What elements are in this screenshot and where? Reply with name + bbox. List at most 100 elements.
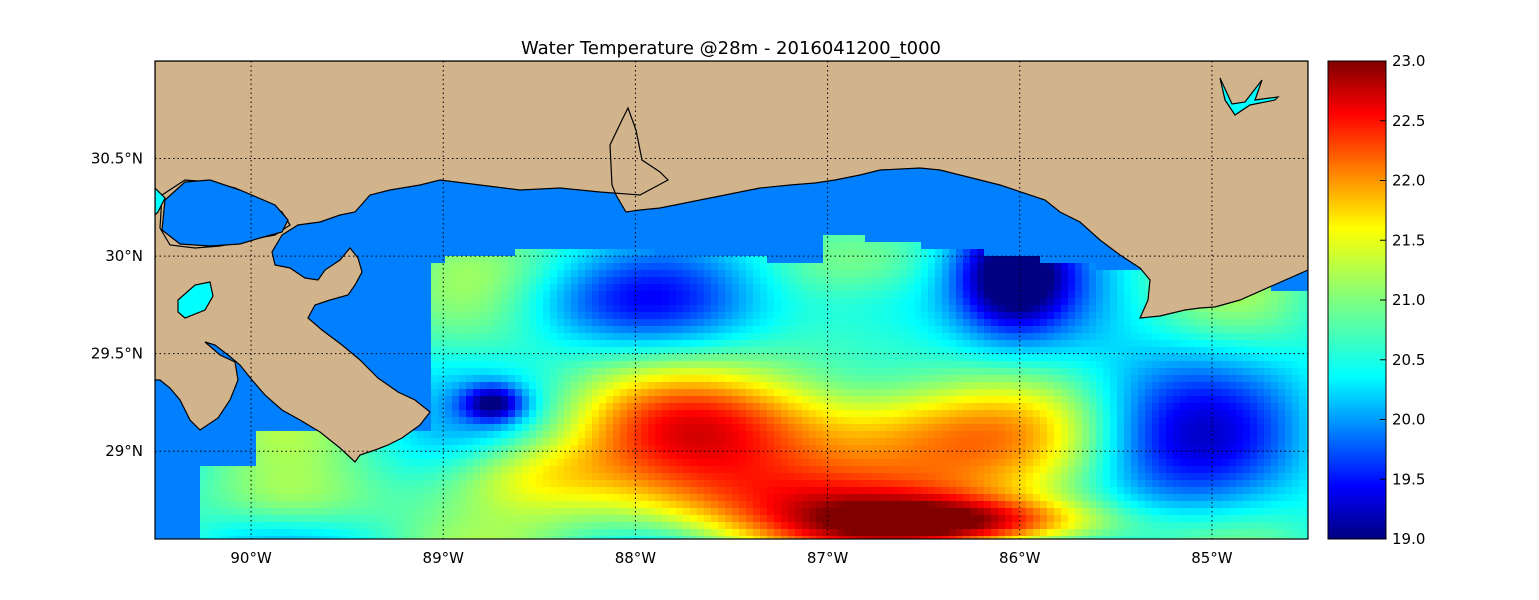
temperature-cell	[1054, 438, 1061, 445]
temperature-cell	[704, 298, 711, 305]
temperature-cell	[1061, 417, 1068, 424]
temperature-cell	[1278, 361, 1285, 368]
temperature-cell	[718, 347, 725, 354]
temperature-cell	[928, 389, 935, 396]
temperature-cell	[1096, 361, 1103, 368]
temperature-cell	[1068, 466, 1075, 473]
temperature-cell	[466, 333, 473, 340]
temperature-cell	[851, 452, 858, 459]
temperature-cell	[1180, 494, 1187, 501]
temperature-cell	[1061, 375, 1068, 382]
temperature-cell	[760, 396, 767, 403]
temperature-cell	[879, 270, 886, 277]
temperature-cell	[683, 340, 690, 347]
temperature-cell	[963, 494, 970, 501]
temperature-cell	[1257, 452, 1264, 459]
temperature-cell	[1250, 354, 1257, 361]
temperature-cell	[1180, 473, 1187, 480]
temperature-cell	[1068, 298, 1075, 305]
temperature-cell	[487, 501, 494, 508]
temperature-cell	[1159, 445, 1166, 452]
temperature-cell	[690, 263, 697, 270]
temperature-cell	[1278, 291, 1285, 298]
temperature-cell	[900, 333, 907, 340]
temperature-cell	[760, 410, 767, 417]
temperature-cell	[1159, 487, 1166, 494]
temperature-cell	[1173, 333, 1180, 340]
temperature-cell	[739, 452, 746, 459]
temperature-cell	[795, 368, 802, 375]
temperature-cell	[550, 480, 557, 487]
temperature-cell	[928, 431, 935, 438]
temperature-cell	[1264, 473, 1271, 480]
temperature-cell	[1208, 354, 1215, 361]
temperature-cell	[613, 438, 620, 445]
temperature-cell	[781, 298, 788, 305]
temperature-cell	[914, 445, 921, 452]
temperature-cell	[466, 382, 473, 389]
temperature-cell	[1096, 284, 1103, 291]
temperature-cell	[1075, 501, 1082, 508]
temperature-cell	[501, 417, 508, 424]
temperature-cell	[641, 487, 648, 494]
temperature-cell	[1222, 319, 1229, 326]
temperature-cell	[921, 354, 928, 361]
temperature-cell	[1089, 277, 1096, 284]
temperature-cell	[795, 508, 802, 515]
temperature-cell	[1152, 403, 1159, 410]
temperature-cell	[1026, 368, 1033, 375]
temperature-cell	[648, 277, 655, 284]
temperature-cell	[564, 410, 571, 417]
temperature-cell	[1187, 431, 1194, 438]
temperature-cell	[928, 417, 935, 424]
temperature-cell	[1082, 410, 1089, 417]
temperature-cell	[466, 298, 473, 305]
temperature-cell	[711, 354, 718, 361]
temperature-cell	[501, 333, 508, 340]
temperature-cell	[753, 340, 760, 347]
temperature-cell	[655, 487, 662, 494]
temperature-cell	[1285, 298, 1292, 305]
temperature-cell	[1047, 487, 1054, 494]
temperature-cell	[823, 368, 830, 375]
temperature-cell	[613, 417, 620, 424]
temperature-cell	[592, 389, 599, 396]
temperature-cell	[942, 256, 949, 263]
temperature-cell	[1229, 326, 1236, 333]
temperature-cell	[1215, 312, 1222, 319]
temperature-cell	[1236, 319, 1243, 326]
temperature-cell	[1250, 480, 1257, 487]
temperature-cell	[676, 333, 683, 340]
temperature-cell	[501, 508, 508, 515]
temperature-cell	[1082, 284, 1089, 291]
temperature-cell	[249, 473, 256, 480]
temperature-cell	[487, 480, 494, 487]
temperature-cell	[508, 277, 515, 284]
temperature-cell	[291, 515, 298, 522]
temperature-cell	[1250, 382, 1257, 389]
temperature-cell	[921, 284, 928, 291]
temperature-cell	[543, 249, 550, 256]
temperature-cell	[648, 368, 655, 375]
temperature-cell	[1222, 438, 1229, 445]
temperature-cell	[382, 515, 389, 522]
temperature-cell	[1061, 410, 1068, 417]
temperature-cell	[1068, 361, 1075, 368]
temperature-cell	[935, 277, 942, 284]
temperature-cell	[592, 347, 599, 354]
temperature-cell	[627, 459, 634, 466]
temperature-cell	[634, 389, 641, 396]
temperature-cell	[599, 361, 606, 368]
temperature-cell	[1152, 333, 1159, 340]
temperature-cell	[732, 354, 739, 361]
temperature-cell	[907, 452, 914, 459]
temperature-cell	[592, 382, 599, 389]
temperature-cell	[1124, 410, 1131, 417]
temperature-cell	[991, 333, 998, 340]
temperature-cell	[613, 431, 620, 438]
temperature-cell	[697, 473, 704, 480]
temperature-cell	[788, 319, 795, 326]
temperature-cell	[746, 473, 753, 480]
temperature-cell	[732, 298, 739, 305]
temperature-cell	[641, 389, 648, 396]
